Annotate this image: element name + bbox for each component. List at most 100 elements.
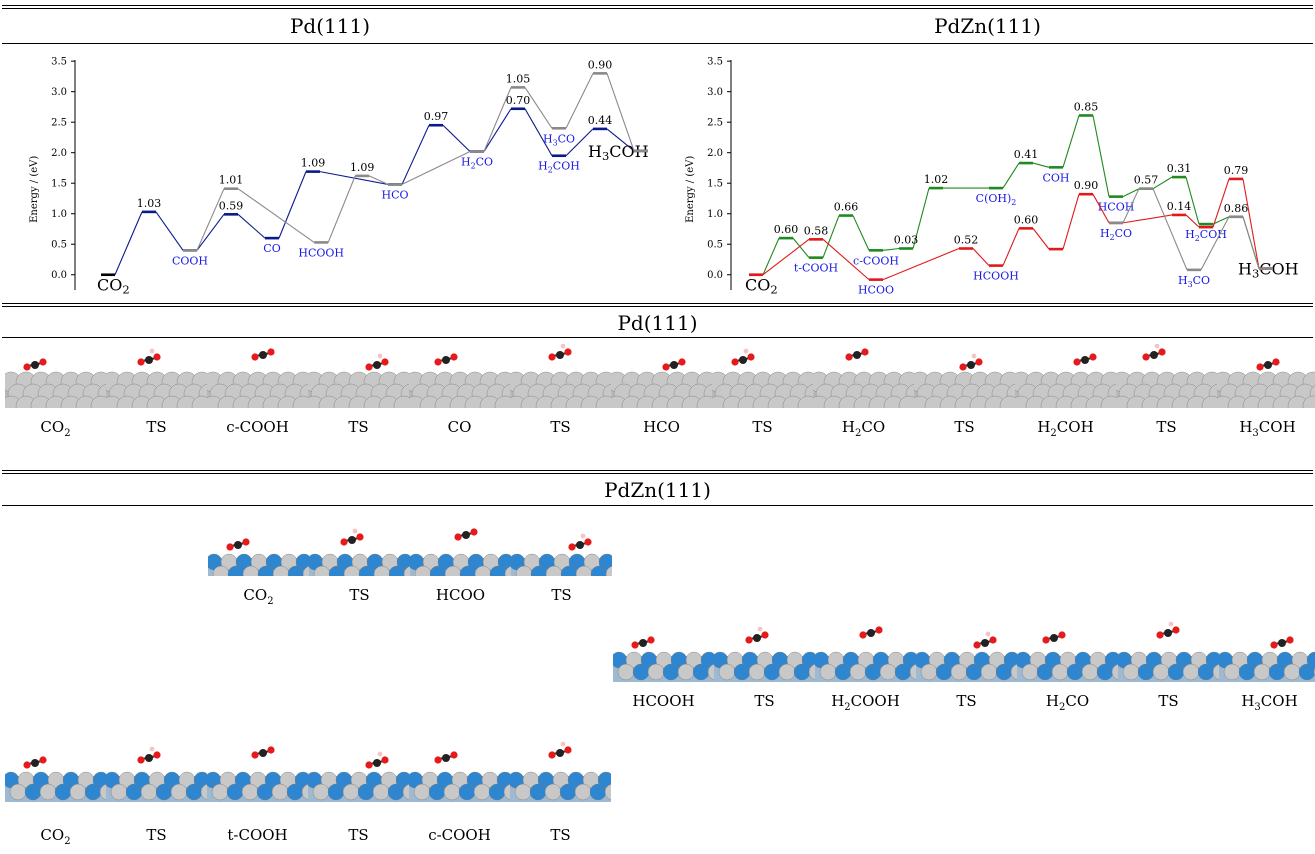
adsorbate-structure-image	[510, 344, 611, 408]
barrier-label: 0.57	[1134, 174, 1159, 187]
panel-title-pdzn: PdZn(111)	[934, 14, 1041, 38]
y-tick-label: 3.5	[707, 57, 723, 68]
barrier-label: 1.03	[137, 197, 162, 210]
connector-line	[1002, 162, 1020, 189]
structure-image	[5, 344, 106, 408]
barrier-label: 1.01	[219, 174, 244, 187]
structure-label: TS	[1158, 692, 1179, 710]
barrier-label: 1.05	[506, 72, 531, 85]
barrier-label: 0.85	[1074, 100, 1099, 113]
barrier-label: 0.31	[1167, 162, 1192, 175]
structure-label: t-COOH	[227, 826, 288, 844]
structure-image	[308, 344, 409, 408]
structure-label: c-COOH	[226, 418, 289, 436]
structure-image	[410, 520, 511, 576]
connector-line	[196, 188, 225, 251]
intermediate-label: H3CO	[1178, 274, 1210, 289]
structure-image	[106, 344, 207, 408]
structure-cell: H3COH	[1217, 344, 1315, 444]
adsorbate-structure-image	[1017, 631, 1118, 682]
adsorbate-structure-image	[308, 751, 409, 802]
y-tick-label: 1.5	[707, 179, 723, 190]
structure-image	[712, 344, 813, 408]
structure-label: CO2	[40, 418, 71, 439]
connector-line	[114, 211, 143, 275]
section-title-pd-structures: Pd(111)	[617, 311, 698, 335]
connector-line	[278, 171, 307, 239]
section-rule-pdzn-under	[2, 505, 1313, 506]
adsorbate-structure-image	[815, 626, 916, 682]
adsorbate-structure-image	[409, 353, 510, 408]
adsorbate-structure-image	[409, 751, 510, 802]
structure-label: TS	[550, 418, 571, 436]
section-rule-pd-inner	[2, 306, 1313, 307]
y-tick-label: 0.5	[707, 240, 723, 251]
barrier-label: 0.52	[954, 234, 979, 247]
adsorbate-structure-image	[1116, 344, 1217, 408]
y-axis-label: Energy / (eV)	[29, 156, 40, 223]
structure-cell: H3COH	[1219, 618, 1315, 718]
energy-chart-pdzn-svg: 0.0 0.5 1.0 1.5 2.0 2.5 3.0 3.5 Energy / (eV) CO2…	[685, 57, 1299, 297]
structure-label: TS	[348, 418, 369, 436]
intermediate-label: CO2	[97, 276, 130, 297]
structure-label: H3COH	[1241, 692, 1298, 713]
top-rule	[2, 5, 1313, 6]
structure-image	[308, 738, 409, 816]
connector-line	[1200, 216, 1230, 271]
barrier-label: 0.60	[1014, 213, 1039, 226]
connector-line	[792, 237, 810, 259]
structure-image	[207, 738, 308, 816]
section-rule-pd-under	[2, 337, 1313, 338]
adsorbate-structure-image	[511, 533, 612, 576]
structure-label: TS	[349, 586, 370, 604]
structure-cell: TS	[106, 344, 207, 444]
y-tick-label: 0.5	[51, 240, 67, 251]
connector-line	[1032, 228, 1050, 250]
barrier-label: 0.44	[588, 114, 613, 127]
structure-label: HCO	[643, 418, 680, 436]
adsorbate-structure-image	[1015, 353, 1116, 408]
section-rule-pd	[2, 303, 1313, 304]
structure-image	[207, 344, 308, 408]
connector-line	[565, 128, 594, 157]
structure-label: TS	[956, 692, 977, 710]
structure-label: CO	[447, 418, 472, 436]
connector-line	[1242, 178, 1260, 269]
intermediate-label: H3CO	[543, 132, 575, 147]
structure-cell: TS	[1118, 618, 1219, 718]
barrier-label: 0.03	[894, 234, 919, 247]
adsorbate-structure-image	[714, 626, 815, 682]
structure-label: H3COH	[1239, 418, 1296, 439]
structure-image	[1015, 344, 1116, 408]
intermediate-label: H2CO	[1100, 227, 1132, 242]
structure-label: TS	[146, 418, 167, 436]
connector-line	[1002, 228, 1020, 266]
structure-cell: CO2	[5, 738, 106, 852]
intermediate-label: CO	[263, 242, 280, 255]
structure-label: TS	[752, 418, 773, 436]
connector-line	[1122, 188, 1140, 198]
structure-strip-pd: CO2 TS c-COOH TS CO TS HCO TS H2CO TS H2COH TS H3COH	[5, 344, 1315, 444]
structure-image	[714, 618, 815, 682]
intermediate-label: H2COH	[538, 160, 580, 175]
structure-image	[1217, 344, 1315, 408]
structure-image	[1116, 344, 1217, 408]
barrier-label: 1.09	[350, 161, 375, 174]
connector-line	[1185, 214, 1200, 228]
structure-cell: t-COOH	[207, 738, 308, 852]
connector-line	[882, 247, 960, 281]
adsorbate-structure-image	[916, 631, 1017, 682]
y-tick-label: 2.0	[51, 148, 67, 159]
structure-cell: TS	[1116, 344, 1217, 444]
connector-line	[401, 125, 430, 185]
connector-line	[524, 108, 553, 157]
structure-image	[106, 738, 207, 816]
connector-line	[442, 124, 471, 152]
connector-line	[762, 238, 810, 276]
structure-cell: TS	[308, 344, 409, 444]
structure-image	[1219, 618, 1315, 682]
structure-image	[409, 738, 510, 816]
intermediate-label: HCOO	[858, 284, 894, 297]
structure-label: H2CO	[1045, 692, 1090, 713]
connector-line	[972, 248, 990, 266]
